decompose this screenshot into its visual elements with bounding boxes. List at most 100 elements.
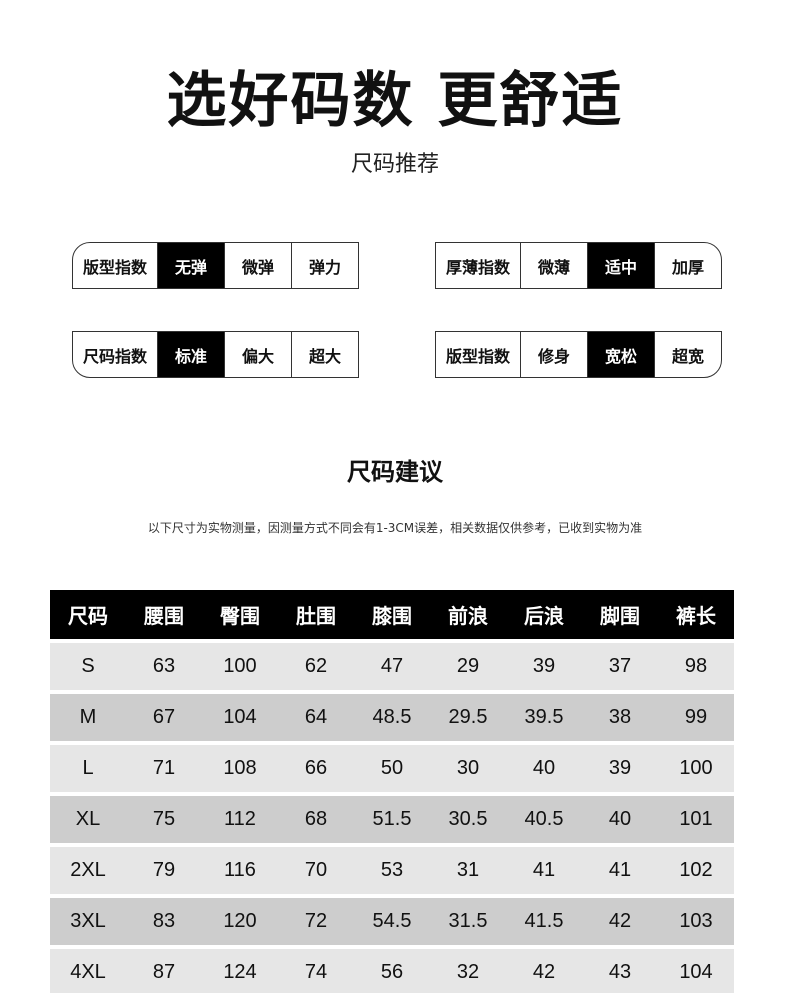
table-cell: 98 [658,643,734,690]
index-label: 版型指数 [445,346,510,366]
index-option-selected: 适中 [587,243,654,288]
table-cell: 4XL [50,949,126,993]
index-option: 修身 [520,332,587,377]
measurement-note: 以下尺寸为实物测量，因测量方式不同会有1-3CM误差，相关数据仅供参考，已收到实… [147,521,643,535]
page-subtitle: 尺码推荐 [350,152,439,177]
table-row: M 67 104 64 48.5 29.5 39.5 38 99 [50,694,734,741]
table-row: L 71 108 66 50 30 40 39 100 [50,745,734,792]
table-cell: 68 [278,796,354,843]
index-label: 厚薄指数 [445,257,510,277]
table-cell: 48.5 [354,694,430,741]
table-cell: 74 [278,949,354,993]
table-cell: 108 [202,745,278,792]
column-header: 裤长 [658,590,734,639]
table-cell: 87 [126,949,202,993]
table-cell: 101 [658,796,734,843]
table-row: 2XL 79 116 70 53 31 41 41 102 [50,847,734,894]
table-row: 3XL 83 120 72 54.5 31.5 41.5 42 103 [50,898,734,945]
table-cell: 42 [582,898,658,945]
table-cell: 70 [278,847,354,894]
index-option-selected: 标准 [157,332,224,377]
index-scale: 版型指数 无弹 微弹 弹力 [72,242,359,289]
table-cell: 47 [354,643,430,690]
table-cell: 100 [658,745,734,792]
table-cell: 71 [126,745,202,792]
column-header: 膝围 [354,590,430,639]
index-option: 加厚 [654,243,721,288]
table-cell: 41 [582,847,658,894]
index-option: 超大 [291,332,358,377]
size-table: 尺码 腰围 臀围 肚围 膝围 前浪 后浪 脚围 裤长 S 63 100 62 47 29 39 37 98 M 67… [50,586,734,993]
table-cell: 54.5 [354,898,430,945]
index-option-selected: 宽松 [587,332,654,377]
index-scale: 厚薄指数 微薄 适中 加厚 [435,242,722,289]
table-cell: 99 [658,694,734,741]
index-option: 偏大 [224,332,291,377]
table-cell: M [50,694,126,741]
table-row: XL 75 112 68 51.5 30.5 40.5 40 101 [50,796,734,843]
page-title: 选好码数 更舒适 [166,66,624,136]
table-cell: 32 [430,949,506,993]
table-cell: 42 [506,949,582,993]
column-header: 尺码 [50,590,126,639]
section-title: 尺码建议 [347,458,443,486]
table-cell: 56 [354,949,430,993]
index-option: 超宽 [654,332,721,377]
index-scale: 尺码指数 标准 偏大 超大 [72,331,359,378]
table-cell: 112 [202,796,278,843]
table-cell: 75 [126,796,202,843]
table-cell: 31.5 [430,898,506,945]
index-label: 版型指数 [82,257,147,277]
column-header: 肚围 [278,590,354,639]
table-cell: 51.5 [354,796,430,843]
table-cell: 64 [278,694,354,741]
table-cell: 3XL [50,898,126,945]
table-cell: 104 [202,694,278,741]
table-cell: 30.5 [430,796,506,843]
table-cell: 31 [430,847,506,894]
table-cell: 116 [202,847,278,894]
table-cell: 104 [658,949,734,993]
index-option: 弹力 [291,243,358,288]
table-cell: 124 [202,949,278,993]
table-cell: 39 [506,643,582,690]
table-cell: XL [50,796,126,843]
index-option-selected: 无弹 [157,243,224,288]
table-cell: 40 [506,745,582,792]
table-row: S 63 100 62 47 29 39 37 98 [50,643,734,690]
table-cell: 41.5 [506,898,582,945]
index-scale: 版型指数 修身 宽松 超宽 [435,331,722,378]
table-cell: 63 [126,643,202,690]
table-cell: 29 [430,643,506,690]
table-cell: 2XL [50,847,126,894]
table-cell: 38 [582,694,658,741]
table-cell: 102 [658,847,734,894]
table-cell: 50 [354,745,430,792]
table-cell: 39.5 [506,694,582,741]
table-row: 4XL 87 124 74 56 32 42 43 104 [50,949,734,993]
table-cell: 103 [658,898,734,945]
table-cell: 40 [582,796,658,843]
table-cell: S [50,643,126,690]
table-cell: 29.5 [430,694,506,741]
index-label: 尺码指数 [82,346,147,366]
column-header: 后浪 [506,590,582,639]
column-header: 腰围 [126,590,202,639]
table-cell: 43 [582,949,658,993]
table-cell: 62 [278,643,354,690]
index-option: 微薄 [520,243,587,288]
column-header: 前浪 [430,590,506,639]
table-cell: 67 [126,694,202,741]
table-cell: 53 [354,847,430,894]
table-cell: L [50,745,126,792]
table-cell: 39 [582,745,658,792]
table-cell: 66 [278,745,354,792]
column-header: 脚围 [582,590,658,639]
index-option: 微弹 [224,243,291,288]
table-cell: 79 [126,847,202,894]
table-cell: 37 [582,643,658,690]
table-cell: 100 [202,643,278,690]
table-cell: 120 [202,898,278,945]
table-cell: 83 [126,898,202,945]
